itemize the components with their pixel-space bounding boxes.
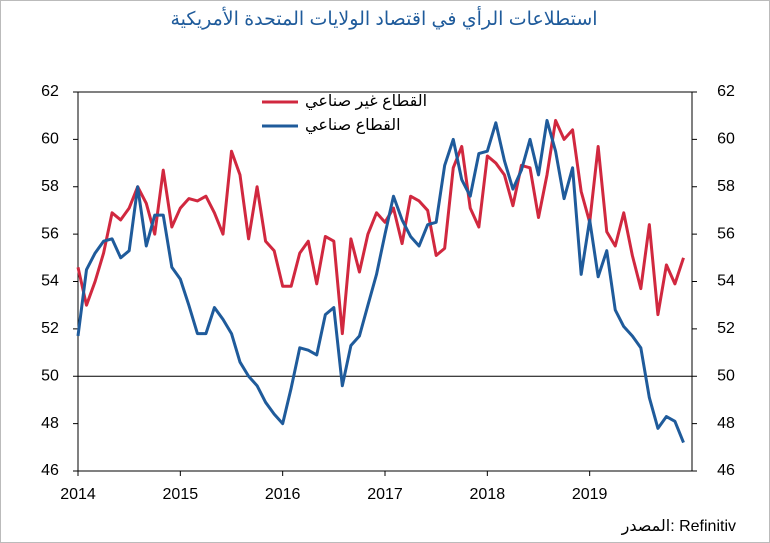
legend-label: القطاع غير صناعي [305, 93, 427, 111]
series-line [76, 118, 685, 336]
y-tick-label: 56 [41, 225, 59, 242]
y2-tick-label: 58 [717, 178, 735, 195]
y-tick-label: 58 [41, 178, 59, 195]
y-tick-label: 62 [41, 83, 59, 100]
x-tick-label: 2018 [470, 486, 506, 503]
chart-title: استطلاعات الرأي في اقتصاد الولايات المتح… [170, 6, 597, 30]
y2-tick-label: 50 [717, 367, 735, 384]
y2-tick-label: 60 [717, 131, 735, 148]
y-tick-label: 46 [41, 462, 59, 479]
y2-tick-label: 54 [717, 273, 735, 290]
x-tick-label: 2015 [163, 486, 199, 503]
y-tick-label: 54 [41, 273, 59, 290]
y2-tick-label: 62 [717, 83, 735, 100]
y2-tick-label: 56 [717, 225, 735, 242]
y2-tick-label: 52 [717, 320, 735, 337]
x-tick-label: 2017 [367, 486, 403, 503]
series-line [76, 118, 685, 444]
x-tick-label: 2019 [572, 486, 608, 503]
y-tick-label: 50 [41, 367, 59, 384]
y-tick-label: 60 [41, 131, 59, 148]
x-tick-label: 2014 [60, 486, 96, 503]
y2-tick-label: 46 [717, 462, 735, 479]
source: المصدر: Refinitiv [621, 518, 736, 536]
y-tick-label: 52 [41, 320, 59, 337]
y2-tick-label: 48 [717, 415, 735, 432]
legend-label: القطاع صناعي [305, 117, 401, 135]
y-tick-label: 48 [41, 415, 59, 432]
x-tick-label: 2016 [265, 486, 301, 503]
